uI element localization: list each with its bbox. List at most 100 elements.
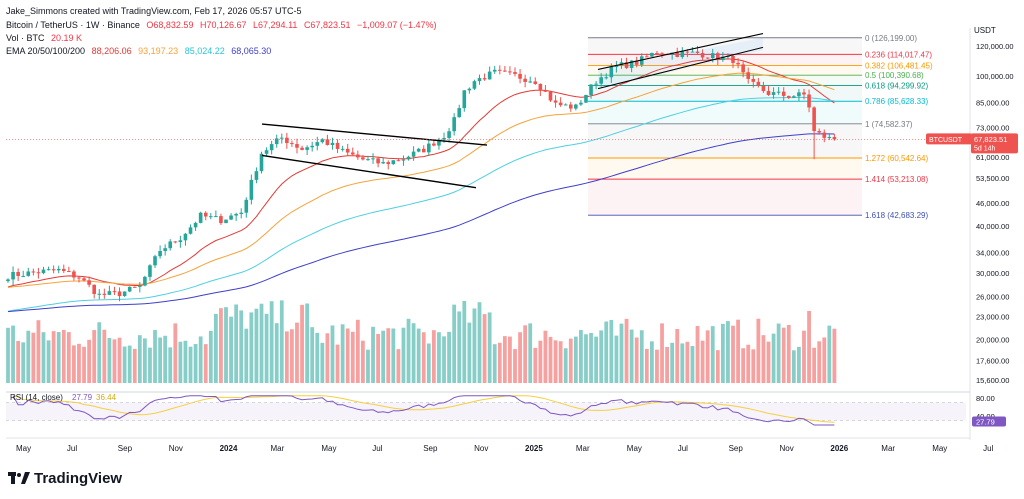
candle-body bbox=[807, 94, 811, 108]
volume-bar bbox=[513, 349, 517, 383]
volume-bar bbox=[508, 336, 512, 383]
time-axis-label: Nov bbox=[169, 444, 183, 453]
candle-body bbox=[492, 69, 497, 72]
volume-bars bbox=[6, 300, 837, 383]
candle-body bbox=[766, 91, 771, 95]
candle-body bbox=[812, 107, 816, 132]
candle-body bbox=[239, 212, 244, 214]
ema50-value: 93,197.23 bbox=[138, 46, 179, 56]
candle-body bbox=[508, 71, 512, 73]
time-axis-label: May bbox=[321, 444, 336, 453]
price-tick-label: 23,000.00 bbox=[976, 312, 1009, 321]
rsi-label[interactable]: RSI (14, close) bbox=[10, 393, 63, 402]
volume-bar bbox=[594, 336, 599, 383]
volume-bar bbox=[680, 343, 685, 383]
price-tick-label: 53,500.00 bbox=[976, 174, 1009, 183]
volume-bar bbox=[817, 341, 822, 383]
candle-body bbox=[51, 269, 56, 271]
volume-bar bbox=[87, 339, 92, 383]
volume-bar bbox=[695, 325, 700, 383]
candle-body bbox=[376, 158, 380, 164]
candle-body bbox=[214, 216, 218, 218]
candle-body bbox=[158, 251, 162, 257]
volume-bar bbox=[482, 314, 487, 383]
volume-bar bbox=[203, 344, 208, 383]
volume-bar bbox=[77, 343, 81, 383]
trendline-lower bbox=[261, 154, 477, 189]
volume-bar bbox=[665, 346, 669, 383]
volume-bar bbox=[442, 336, 446, 383]
ema-legend[interactable]: EMA 20/50/100/200 88,206.06 93,197.23 85… bbox=[6, 46, 275, 56]
candle-body bbox=[579, 102, 583, 105]
volume-bar bbox=[807, 311, 811, 383]
candle-body bbox=[599, 77, 603, 84]
volume-bar bbox=[36, 320, 41, 383]
candle-body bbox=[305, 147, 309, 150]
volume-bar bbox=[249, 312, 254, 383]
candle-body bbox=[361, 157, 365, 160]
candle-body bbox=[143, 276, 147, 286]
time-axis-label: Jul bbox=[983, 444, 993, 453]
symbol-tag bbox=[926, 133, 972, 145]
time-axis-label: Jul bbox=[372, 444, 382, 453]
candle-body bbox=[685, 51, 690, 53]
fibonacci-retracement: 0 (126,199.00) 0.236 (114,017.47) 0.382 (1… bbox=[588, 34, 933, 220]
time-axis-label: Nov bbox=[780, 444, 794, 453]
volume-bar bbox=[746, 344, 751, 383]
volume-bar bbox=[726, 321, 730, 383]
volume-bar bbox=[16, 340, 21, 383]
volume-legend[interactable]: Vol · BTC 20.19 K bbox=[6, 33, 86, 43]
rsi-value-tag bbox=[972, 416, 1006, 427]
candle-body bbox=[533, 81, 538, 84]
candle-body bbox=[315, 142, 320, 146]
candle-body bbox=[614, 65, 619, 67]
candle-body bbox=[11, 271, 15, 280]
time-axis-label: May bbox=[932, 444, 947, 453]
volume-bar bbox=[477, 302, 482, 383]
time-axis-label: 2026 bbox=[830, 444, 848, 453]
candle-body bbox=[61, 268, 66, 272]
candle-body bbox=[411, 151, 416, 157]
high-value: H70,126.67 bbox=[199, 20, 247, 30]
volume-bar bbox=[791, 350, 796, 383]
price-tick-label: 17,600.00 bbox=[976, 356, 1009, 365]
volume-bar bbox=[224, 307, 228, 383]
candle-body bbox=[198, 212, 203, 223]
candle-body bbox=[244, 199, 249, 213]
volume-bar bbox=[599, 330, 604, 383]
volume-bar bbox=[751, 349, 756, 383]
volume-bar bbox=[437, 332, 441, 383]
volume-bar bbox=[376, 333, 381, 383]
candle-body bbox=[680, 51, 685, 58]
fib-band bbox=[588, 65, 862, 76]
volume-bar bbox=[183, 340, 188, 383]
time-axis-label: Mar bbox=[576, 444, 590, 453]
ema100-value: 85,024.22 bbox=[184, 46, 225, 56]
volume-bar bbox=[431, 330, 436, 383]
candle-body bbox=[391, 160, 396, 165]
volume-bar bbox=[315, 332, 320, 383]
symbol-name[interactable]: Bitcoin / TetherUS · 1W · Binance bbox=[6, 20, 140, 30]
volume-bar bbox=[776, 323, 781, 383]
volume-bar bbox=[472, 308, 477, 383]
volume-bar bbox=[259, 303, 264, 383]
candle-body bbox=[173, 241, 178, 243]
candle-body bbox=[46, 269, 51, 271]
volume-bar bbox=[558, 341, 563, 383]
volume-bar bbox=[604, 321, 609, 383]
volume-bar bbox=[208, 330, 213, 383]
volume-bar bbox=[142, 338, 147, 383]
volume-bar bbox=[452, 304, 457, 383]
tradingview-logo[interactable]: TradingView bbox=[8, 470, 122, 487]
candle-body bbox=[797, 92, 801, 97]
volume-bar bbox=[381, 330, 386, 383]
candle-body bbox=[553, 100, 558, 103]
candle-body bbox=[330, 142, 335, 145]
last-price-tag bbox=[971, 133, 1018, 154]
fib-band bbox=[588, 37, 862, 55]
volume-bar bbox=[305, 303, 310, 383]
candle-body bbox=[259, 153, 264, 172]
fib-band bbox=[588, 54, 862, 66]
time-axis-label: May bbox=[16, 444, 31, 453]
